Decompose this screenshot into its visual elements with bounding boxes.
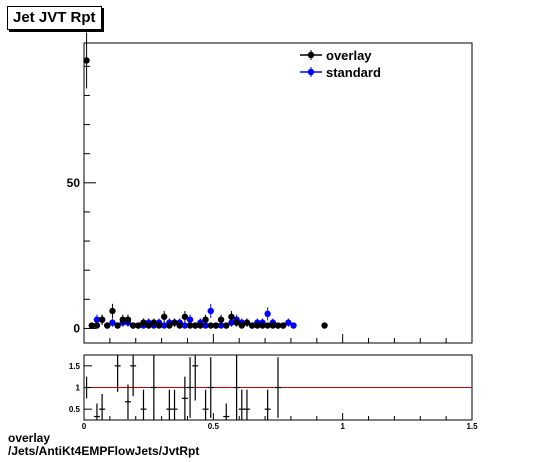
ratio-y-tick-label: 0.5 xyxy=(69,405,81,414)
standard-point xyxy=(109,319,116,326)
overlay-point xyxy=(109,307,116,315)
overlay-point xyxy=(124,316,132,323)
overlay-point xyxy=(88,322,95,329)
overlay-point xyxy=(114,322,121,329)
standard-point xyxy=(264,310,271,318)
standard-point xyxy=(93,316,101,323)
overlay-point xyxy=(238,322,245,329)
overlay-point xyxy=(192,322,199,329)
overlay-point xyxy=(197,322,204,329)
overlay-point xyxy=(207,322,214,329)
y-tick-label: 0 xyxy=(73,321,80,335)
standard-point xyxy=(285,319,292,326)
main-plot-frame xyxy=(83,42,473,344)
overlay-point xyxy=(321,322,328,329)
overlay-point xyxy=(181,313,189,320)
ratio-plot: 0.511.50 0.5 1 1.5 xyxy=(69,354,478,431)
ratio-x-tick-label: 0.5 xyxy=(208,422,220,431)
overlay-point xyxy=(243,319,251,326)
overlay-point xyxy=(279,322,287,329)
standard-point xyxy=(207,307,214,315)
footer-label: overlay /Jets/AntiKt4EMPFlowJets/JvtRpt xyxy=(8,432,199,458)
legend-label: overlay xyxy=(326,48,372,63)
overlay-point xyxy=(135,322,142,329)
overlay-point xyxy=(119,316,127,323)
overlay-point xyxy=(140,319,147,326)
overlay-point xyxy=(171,319,178,326)
overlay-point xyxy=(145,322,152,329)
main-plot: 0 50 xyxy=(67,32,473,344)
y-tick-label: 50 xyxy=(67,176,81,190)
overlay-point xyxy=(160,313,168,320)
overlay-point xyxy=(155,322,163,329)
legend: overlay standard xyxy=(300,48,381,80)
standard-point xyxy=(186,316,194,323)
standard-point xyxy=(160,322,168,329)
ratio-x-tick-label: 0 xyxy=(82,422,87,431)
overlay-point xyxy=(129,322,137,329)
legend-marker xyxy=(307,51,315,59)
overlay-point xyxy=(150,319,158,326)
overlay-point xyxy=(233,319,240,326)
overlay-point xyxy=(264,322,271,329)
overlay-point xyxy=(274,322,282,329)
ratio-y-tick-label: 1 xyxy=(76,384,81,393)
standard-point xyxy=(290,322,297,329)
overlay-point xyxy=(217,316,225,323)
overlay-point xyxy=(254,322,261,329)
standard-point xyxy=(202,322,209,329)
overlay-point xyxy=(166,322,173,329)
standard-point xyxy=(217,322,225,329)
ratio-x-tick-label: 1.5 xyxy=(466,422,478,431)
overlay-point xyxy=(228,313,235,320)
overlay-point xyxy=(248,322,256,329)
ratio-x-tick-label: 1 xyxy=(340,422,345,431)
overlay-point xyxy=(93,322,101,329)
overlay-point xyxy=(223,322,230,329)
footer-line-1: overlay xyxy=(8,431,51,445)
legend-label: standard xyxy=(326,65,381,80)
chart-title: Jet JVT Rpt xyxy=(7,6,102,30)
legend-marker xyxy=(307,68,315,76)
ratio-y-tick-label: 1.5 xyxy=(69,362,81,371)
overlay-point xyxy=(176,322,183,329)
standard-point xyxy=(181,322,189,329)
footer-line-2: /Jets/AntiKt4EMPFlowJets/JvtRpt xyxy=(8,444,200,458)
overlay-point xyxy=(186,322,194,329)
overlay-point xyxy=(202,316,209,323)
overlay-point xyxy=(269,322,277,329)
overlay-point xyxy=(212,322,220,329)
overlay-point xyxy=(104,322,111,329)
overlay-point xyxy=(98,316,106,323)
overlay-point xyxy=(259,322,266,329)
overlay-point xyxy=(83,57,90,64)
